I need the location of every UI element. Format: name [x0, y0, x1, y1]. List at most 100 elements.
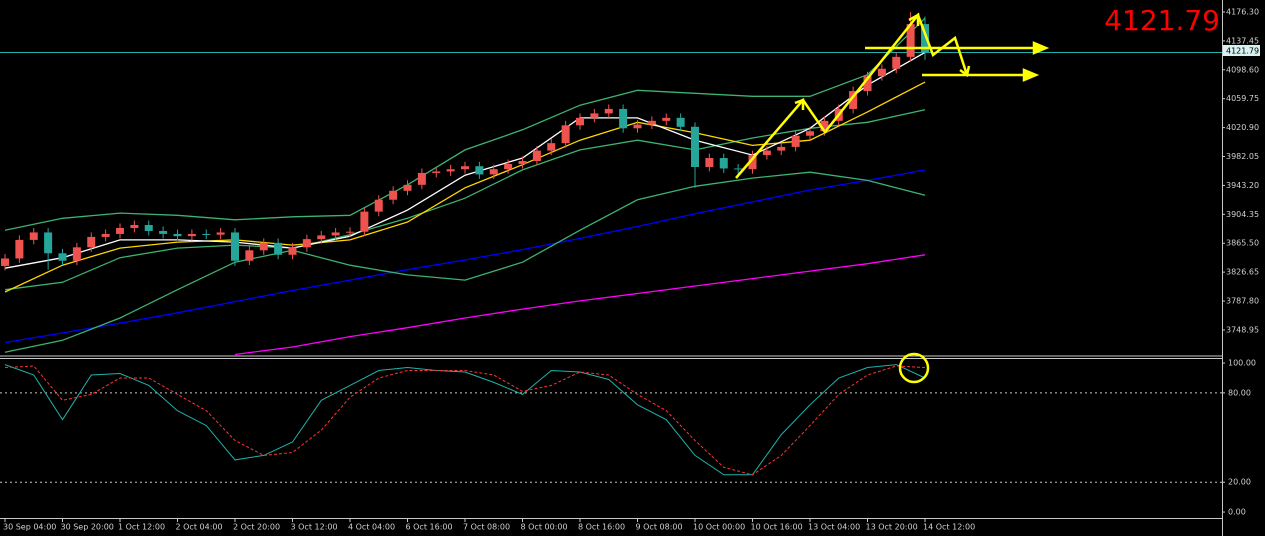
y-tick-label: 3748.95 [1226, 325, 1259, 334]
indicator-line [4, 17, 926, 231]
candle-body [432, 171, 441, 173]
x-tick-label: 13 Oct 20:00 [866, 523, 918, 532]
indicator-line [4, 51, 926, 269]
candle-body [403, 184, 412, 191]
candle-body [849, 91, 858, 109]
x-tick-label: 30 Sep 20:00 [61, 523, 114, 532]
candle-body [288, 247, 297, 255]
candle-body [863, 76, 872, 92]
candle-body [647, 120, 656, 125]
price-tag-label: 4121.79 [1226, 47, 1259, 56]
candle-body [734, 168, 743, 170]
y-tick-label: 3943.20 [1226, 181, 1259, 190]
x-tick-label: 3 Oct 12:00 [291, 523, 338, 532]
candle-body [44, 232, 53, 254]
candle-body [461, 166, 469, 170]
candle-body [331, 232, 340, 236]
candle-body [87, 236, 96, 248]
y-tick-label: 4137.45 [1226, 36, 1259, 45]
plot: 4176.30 4137.45 4098.60 4059.75 4020.90 3982.… [0, 7, 1259, 532]
arrowhead [1032, 41, 1050, 55]
arrowhead [794, 98, 805, 110]
y-tick-label: 4020.90 [1226, 123, 1259, 132]
x-tick-label: 30 Sep 04:00 [3, 523, 56, 532]
drawing [735, 12, 1050, 384]
arrowhead [1022, 68, 1040, 82]
y-tick-label: 4098.60 [1226, 65, 1259, 74]
candle-body [748, 155, 757, 170]
candle-body [374, 199, 383, 212]
x-tick-label: 6 Oct 16:00 [406, 523, 453, 532]
indicator-line [4, 169, 926, 344]
y-tick-label: 0.00 [1228, 508, 1246, 517]
indicator-line [234, 254, 926, 356]
candle-body [777, 146, 786, 151]
candle-body [921, 24, 929, 53]
candle-body [820, 120, 829, 132]
candle-body [317, 235, 326, 240]
candle-body [619, 108, 628, 129]
candle-body [1, 258, 9, 266]
candle-body [144, 225, 153, 231]
indicator-line [4, 171, 926, 353]
x-tick-label: 2 Oct 04:00 [176, 523, 223, 532]
y-tick-label: 3787.80 [1226, 297, 1259, 306]
candle-body [245, 250, 254, 261]
candle-body [662, 117, 671, 121]
x-tick-label: 10 Oct 16:00 [751, 523, 803, 532]
y-tick-label: 3865.50 [1226, 239, 1259, 248]
y-tick-label: 3982.05 [1226, 152, 1259, 161]
candle-body [489, 169, 498, 175]
candle-body [15, 239, 24, 259]
y-tick-label: 20.00 [1228, 478, 1251, 487]
oscillator-line [4, 364, 926, 476]
candle-body [446, 169, 455, 172]
candle-body [532, 150, 541, 162]
candle-body [389, 190, 398, 200]
candle-body [633, 124, 642, 129]
y-tick-label: 4059.75 [1226, 94, 1259, 103]
candle-body [216, 232, 225, 235]
y-tick-label: 80.00 [1228, 388, 1251, 397]
candle-body [676, 117, 685, 127]
candle-body [475, 166, 484, 175]
x-tick-label: 2 Oct 20:00 [233, 523, 280, 532]
candle-body [259, 242, 268, 251]
candle-body [906, 24, 915, 57]
candle-body [274, 242, 283, 255]
x-tick-label: 1 Oct 12:00 [118, 523, 165, 532]
candle-body [72, 247, 81, 261]
highlight-circle [898, 352, 930, 384]
x-tick-label: 4 Oct 04:00 [348, 523, 395, 532]
candle-body [561, 125, 570, 144]
candle-body [302, 239, 311, 248]
candle-body [130, 225, 139, 228]
candle-body [159, 230, 168, 234]
x-tick-label: 14 Oct 12:00 [923, 523, 975, 532]
candle-body [360, 211, 369, 232]
candle-body [504, 163, 513, 170]
x-tick-label: 8 Oct 00:00 [521, 523, 568, 532]
candle-body [29, 232, 38, 240]
candle-body [791, 135, 800, 147]
candle-body [58, 253, 67, 261]
candle-body [892, 56, 901, 69]
y-tick-label: 3826.65 [1226, 268, 1259, 277]
indicator-line [4, 81, 926, 293]
candle-body [590, 113, 599, 118]
candle-body [705, 158, 714, 167]
candle-body [806, 131, 814, 136]
x-tick-label: 13 Oct 04:00 [808, 523, 860, 532]
x-tick-label: 8 Oct 16:00 [578, 523, 625, 532]
candle-body [187, 233, 196, 237]
arrowhead [908, 12, 920, 26]
candle-body [417, 172, 426, 185]
x-tick-label: 7 Oct 08:00 [463, 523, 510, 532]
candle-body [231, 232, 239, 261]
candle-body [762, 150, 771, 156]
candle-body [877, 68, 886, 77]
candle-body [547, 143, 556, 151]
